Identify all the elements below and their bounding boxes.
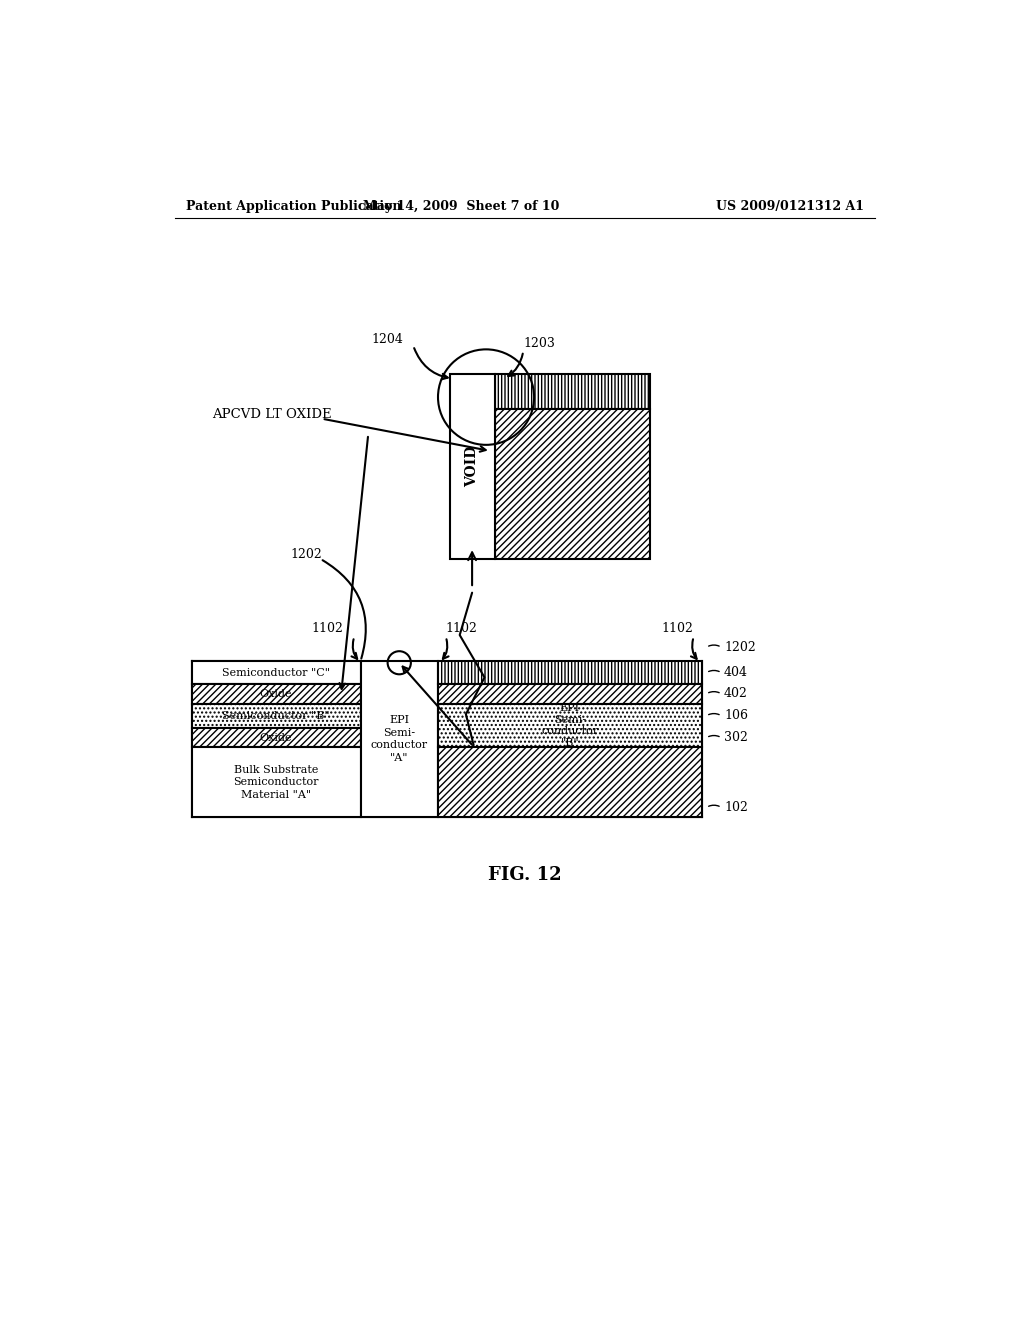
Text: US 2009/0121312 A1: US 2009/0121312 A1: [716, 199, 864, 213]
Bar: [495, 409, 649, 558]
Bar: [191, 729, 360, 747]
Bar: [438, 747, 701, 817]
Text: 402: 402: [724, 688, 748, 701]
Text: 1102: 1102: [445, 622, 477, 635]
Text: Semiconductor "B": Semiconductor "B": [222, 711, 330, 721]
Text: May 14, 2009  Sheet 7 of 10: May 14, 2009 Sheet 7 of 10: [364, 199, 559, 213]
Text: 1204: 1204: [372, 333, 403, 346]
Text: EPI
Semi-
conductor
"B": EPI Semi- conductor "B": [542, 704, 598, 748]
Text: 1202: 1202: [724, 640, 756, 653]
Bar: [450, 374, 495, 558]
Text: EPI
Semi-
conductor
"A": EPI Semi- conductor "A": [371, 715, 428, 763]
Text: Bulk Substrate
Semiconductor
Material "A": Bulk Substrate Semiconductor Material "A…: [233, 764, 318, 800]
Bar: [495, 374, 649, 409]
Text: APCVD LT OXIDE: APCVD LT OXIDE: [212, 408, 332, 421]
Text: VOID: VOID: [465, 446, 479, 487]
Text: 404: 404: [724, 667, 748, 680]
Text: 102: 102: [724, 801, 748, 814]
Text: 1202: 1202: [291, 548, 323, 561]
Text: Patent Application Publication: Patent Application Publication: [186, 199, 401, 213]
Bar: [438, 684, 701, 704]
Bar: [438, 661, 701, 684]
Text: 106: 106: [724, 709, 748, 722]
Text: FIG. 12: FIG. 12: [488, 866, 561, 883]
Bar: [191, 747, 360, 817]
Bar: [191, 704, 360, 729]
Text: 1102: 1102: [662, 622, 693, 635]
Bar: [191, 661, 360, 684]
Text: Oxide: Oxide: [260, 733, 292, 743]
Text: 1102: 1102: [311, 622, 343, 635]
Bar: [438, 704, 701, 747]
Text: 302: 302: [724, 731, 748, 744]
Text: Oxide: Oxide: [260, 689, 292, 698]
Text: Semiconductor "C": Semiconductor "C": [222, 668, 330, 677]
Text: 1203: 1203: [523, 337, 555, 350]
Bar: [191, 684, 360, 704]
Bar: [360, 661, 438, 817]
